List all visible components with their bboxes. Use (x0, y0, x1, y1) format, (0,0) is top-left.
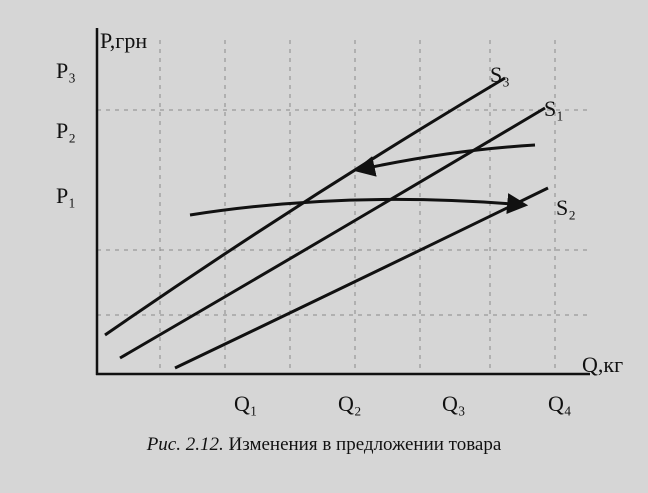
price-label: P₂ (56, 118, 76, 143)
quantity-label: Q₄ (548, 391, 572, 416)
supply-curve-s1 (119, 106, 546, 360)
price-label: P₃ (56, 58, 76, 83)
shift-arrow-right (189, 193, 529, 217)
quantity-label: Q₂ (338, 391, 362, 416)
x-axis-label: Q,кг (582, 352, 623, 377)
curve-label: S₁ (544, 96, 564, 121)
y-axis-label: P,грн (100, 28, 147, 53)
curve-label: S₂ (556, 195, 576, 220)
quantity-label: Q₁ (234, 391, 258, 416)
caption-text: Изменения в предложении товара (228, 434, 502, 455)
quantity-label: Q₃ (442, 391, 466, 416)
supply-curve-s2 (174, 186, 549, 370)
caption-number: Рис. 2.12. (146, 434, 224, 455)
grid (97, 40, 590, 374)
supply-curve-s3 (104, 76, 506, 337)
shift-arrow-left (353, 143, 536, 177)
caption: Рис. 2.12. Изменения в предложении товар… (0, 434, 648, 456)
price-label: P₁ (56, 183, 76, 208)
curve-label: S₃ (490, 62, 510, 87)
